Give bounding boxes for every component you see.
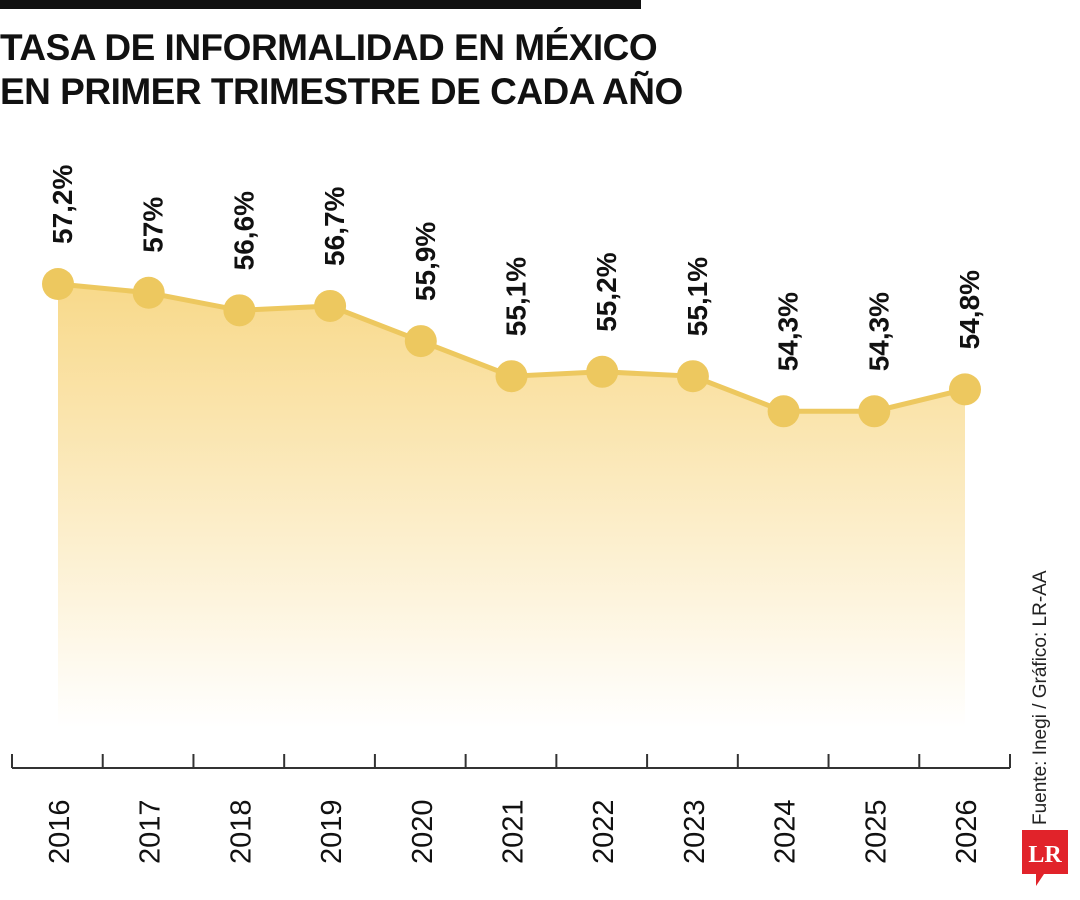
x-tick-label-2017: 2017 bbox=[135, 799, 167, 864]
data-point-2018 bbox=[223, 294, 256, 327]
x-tick-label-2018: 2018 bbox=[225, 799, 257, 864]
data-point-2023 bbox=[676, 360, 709, 393]
value-label-2025: 54,3% bbox=[863, 292, 894, 371]
x-tick-label-2026: 2026 bbox=[951, 799, 983, 864]
data-point-2020 bbox=[404, 325, 437, 358]
value-label-2024: 54,3% bbox=[773, 292, 804, 371]
top-rule bbox=[0, 0, 641, 9]
x-tick-label-2025: 2025 bbox=[860, 799, 892, 864]
value-label-2017: 57% bbox=[138, 197, 169, 253]
x-tick-label-2021: 2021 bbox=[498, 799, 530, 864]
data-point-2026 bbox=[949, 373, 981, 406]
title-line-2: EN PRIMER TRIMESTRE DE CADA AÑO bbox=[0, 71, 683, 112]
x-tick-label-2022: 2022 bbox=[588, 799, 620, 864]
value-label-2018: 56,6% bbox=[228, 191, 259, 270]
x-tick-label-2020: 2020 bbox=[407, 799, 439, 864]
logo-text: LR bbox=[1028, 842, 1062, 868]
x-tick-label-2024: 2024 bbox=[770, 799, 802, 864]
value-label-2022: 55,2% bbox=[591, 252, 622, 331]
data-point-2025 bbox=[858, 395, 891, 428]
title-line-1: TASA DE INFORMALIDAD EN MÉXICO bbox=[0, 27, 658, 68]
data-point-2021 bbox=[495, 360, 528, 393]
lr-logo: LR bbox=[1022, 830, 1068, 886]
data-point-2019 bbox=[314, 289, 347, 322]
data-point-2016 bbox=[42, 268, 74, 300]
value-label-2016: 57,2% bbox=[47, 165, 78, 244]
source-note: Fuente: Inegi / Gráfico: LR-AA bbox=[1030, 570, 1051, 825]
value-label-2020: 55,9% bbox=[410, 222, 441, 301]
data-point-2024 bbox=[767, 395, 800, 428]
x-tick-label-2019: 2019 bbox=[316, 799, 348, 864]
data-point-2022 bbox=[586, 355, 619, 388]
value-label-2023: 55,1% bbox=[682, 257, 713, 336]
chart-title: TASA DE INFORMALIDAD EN MÉXICO EN PRIMER… bbox=[0, 26, 683, 114]
x-tick-label-2023: 2023 bbox=[679, 799, 711, 864]
x-tick-label-2016: 2016 bbox=[44, 799, 76, 864]
value-label-2026: 54,8% bbox=[954, 270, 985, 349]
value-label-2021: 55,1% bbox=[501, 257, 532, 336]
data-point-2017 bbox=[132, 276, 165, 309]
area-fill bbox=[58, 284, 965, 728]
value-label-2019: 56,7% bbox=[319, 186, 350, 265]
